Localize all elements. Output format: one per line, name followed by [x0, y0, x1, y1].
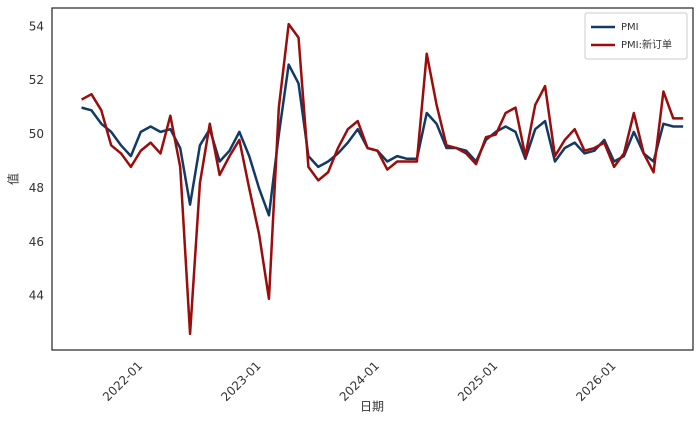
legend: PMI PMI:新订单 — [584, 12, 688, 60]
legend-label: PMI:新订单 — [621, 38, 672, 51]
x-tick-label: 2023-01 — [218, 359, 263, 404]
y-tick-label: 50 — [29, 127, 44, 141]
line-series — [81, 63, 684, 217]
x-tick-label: 2022-01 — [100, 359, 145, 404]
plot-frame — [51, 7, 694, 351]
y-tick-label: 44 — [29, 289, 44, 303]
y-tick-label: 46 — [29, 235, 44, 249]
x-tick-label: 2025-01 — [455, 359, 500, 404]
x-tick-label: 2026-01 — [573, 359, 618, 404]
x-tick-label: 2024-01 — [337, 359, 382, 404]
line-series — [80, 22, 684, 336]
y-tick-label: 52 — [29, 73, 44, 87]
y-tick-label: 54 — [29, 19, 44, 33]
x-axis-label: 日期 — [360, 400, 384, 414]
y-tick-label: 48 — [29, 181, 44, 195]
legend-label: PMI — [621, 22, 639, 33]
legend-box — [584, 12, 688, 60]
y-axis-label: 值 — [6, 173, 21, 185]
